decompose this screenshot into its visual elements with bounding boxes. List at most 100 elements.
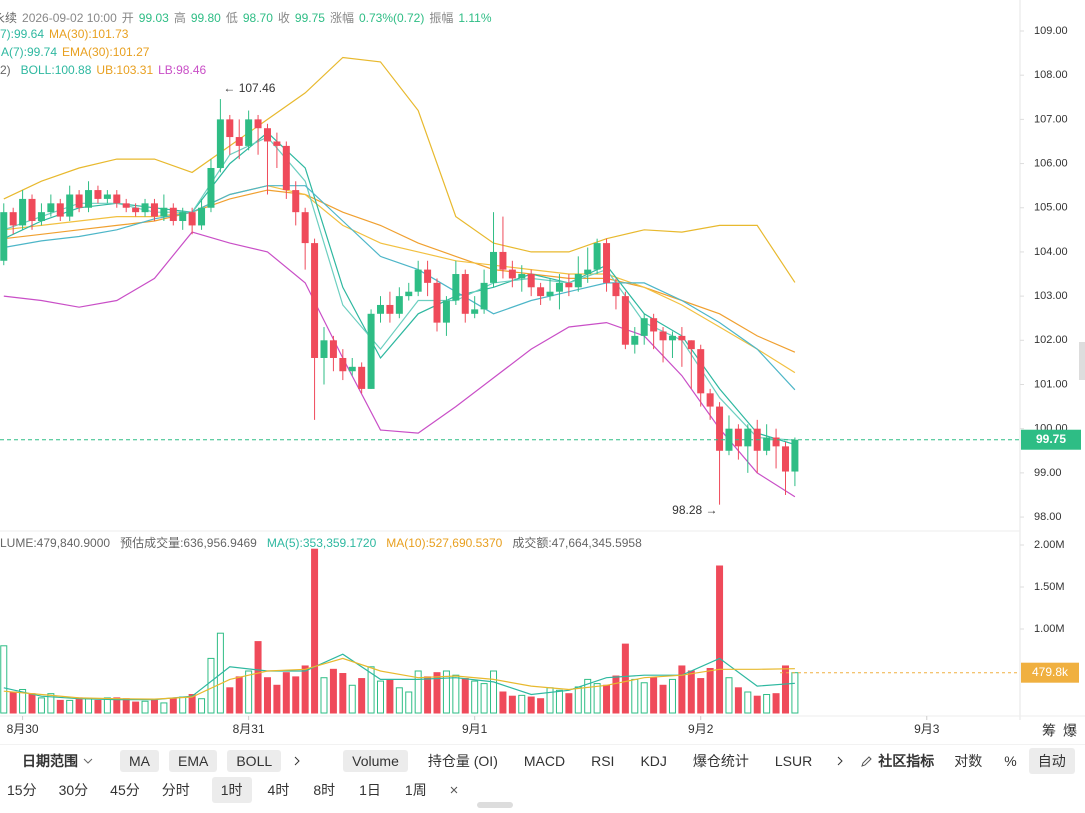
btn-percent[interactable]: %	[1004, 753, 1017, 769]
volume-bar	[19, 688, 27, 714]
y-tick-label: 98.00	[1034, 511, 1062, 523]
btn-rsi[interactable]: RSI	[591, 753, 615, 769]
volume-bar	[678, 665, 686, 714]
btn-kdj[interactable]: KDJ	[640, 753, 667, 769]
candle-body	[339, 357, 347, 372]
date-range[interactable]: 日期范围	[22, 753, 78, 769]
volume-bar	[311, 548, 319, 714]
candle-body	[311, 243, 319, 358]
candle-body	[169, 207, 177, 222]
volume-bar	[301, 665, 309, 714]
candle-body	[282, 145, 290, 191]
btn-ema[interactable]: EMA	[169, 750, 218, 772]
volume-bar	[132, 701, 140, 714]
btn-lsur[interactable]: LSUR	[774, 753, 813, 769]
volume-bar	[452, 674, 460, 714]
btn-auto[interactable]: 自动	[1028, 748, 1075, 774]
candle-body	[650, 318, 658, 332]
candle-body	[612, 282, 620, 297]
volume-bar	[282, 672, 290, 714]
volume-bar	[320, 677, 328, 714]
volume-bar	[725, 677, 733, 714]
candle-body	[546, 291, 554, 297]
candle-body	[103, 194, 111, 199]
candle-body	[603, 243, 611, 283]
btn-ma[interactable]: MA	[120, 750, 159, 772]
lbl: 收	[277, 11, 290, 25]
volume-bar	[574, 686, 582, 714]
side-label[interactable]: 筹	[1042, 723, 1056, 739]
interval[interactable]: 8时	[313, 782, 336, 798]
btn-volume[interactable]: Volume	[343, 750, 408, 772]
drag-handle[interactable]	[477, 802, 513, 808]
volume-bar	[537, 698, 545, 714]
chevron[interactable]	[834, 755, 846, 767]
candle-body	[19, 198, 27, 226]
interval[interactable]: 分时	[161, 782, 190, 798]
candle-body	[254, 119, 262, 129]
y-tick-label: 102.00	[1034, 334, 1068, 346]
btn-boll[interactable]: BOLL	[227, 750, 282, 772]
candle-body	[480, 282, 488, 310]
volume-ma-line	[3, 657, 795, 700]
candle-body	[687, 340, 695, 350]
volume-bar	[499, 691, 507, 714]
candle-body	[216, 119, 224, 168]
scroll-handle[interactable]	[1079, 342, 1085, 380]
candle-body	[668, 335, 676, 341]
volume-bar	[292, 676, 300, 714]
candle-body	[226, 119, 234, 138]
candle-body	[537, 287, 545, 297]
legend: 2)	[0, 63, 11, 77]
btn-macd[interactable]: MACD	[523, 753, 566, 769]
chevron[interactable]	[291, 755, 303, 767]
lbl: 振幅	[429, 11, 454, 25]
candle-body	[150, 203, 158, 217]
interval[interactable]: 1周	[404, 782, 427, 798]
candle-body	[85, 190, 93, 208]
volume-bar	[584, 678, 592, 714]
x-tick-label: 8月30	[7, 722, 39, 736]
y-tick-label: 1.50M	[1034, 581, 1065, 593]
candle-body	[376, 304, 384, 314]
volume-bar	[28, 693, 36, 714]
val: 99.03	[138, 11, 169, 25]
candle-body	[348, 366, 356, 372]
btn-liq[interactable]: 爆仓统计	[692, 753, 749, 769]
candle-body	[574, 274, 582, 288]
candle-body	[386, 304, 394, 314]
legend: 预估成交量:636,956.9469	[120, 536, 257, 550]
interval-toolbar: 15分 30分 45分 分时 1时 4时 8时 1日 1周	[0, 777, 1085, 803]
volume-legend: LUME:479,840.9000 预估成交量:636,956.9469 MA(5)…	[0, 534, 647, 551]
legend: UB:103.31	[96, 63, 154, 77]
y-tick-label: 99.00	[1034, 467, 1062, 479]
indicator-line	[3, 189, 796, 353]
interval[interactable]: 45分	[110, 782, 140, 798]
volume-bar	[697, 678, 705, 714]
candle-body	[263, 128, 271, 142]
btn-oi[interactable]: 持仓量 (OI)	[427, 753, 498, 769]
volume-bar	[433, 672, 441, 714]
side-label[interactable]: 爆	[1063, 723, 1077, 739]
interval[interactable]: 4时	[267, 782, 290, 798]
candle-body	[245, 119, 253, 146]
volume-bar	[772, 693, 780, 714]
volume-bar	[66, 699, 74, 714]
volume-bar	[386, 679, 394, 714]
btn-log[interactable]: 对数	[954, 753, 983, 769]
interval[interactable]: 1日	[359, 782, 381, 798]
volume-bar	[461, 678, 469, 714]
candle-body	[273, 141, 281, 146]
candle-body	[56, 203, 64, 217]
volume-bar	[245, 670, 253, 714]
interval-selected[interactable]: 1时	[211, 777, 252, 803]
btn-community[interactable]: 社区指标	[878, 753, 935, 769]
volume-bar	[207, 657, 215, 714]
candle-body	[631, 335, 639, 345]
close-icon[interactable]	[449, 785, 459, 795]
x-tick-label: 9月3	[914, 722, 940, 736]
interval[interactable]: 30分	[58, 782, 89, 798]
volume-bar	[348, 684, 356, 714]
volume-bar	[490, 670, 498, 714]
interval[interactable]: 15分	[7, 782, 37, 798]
